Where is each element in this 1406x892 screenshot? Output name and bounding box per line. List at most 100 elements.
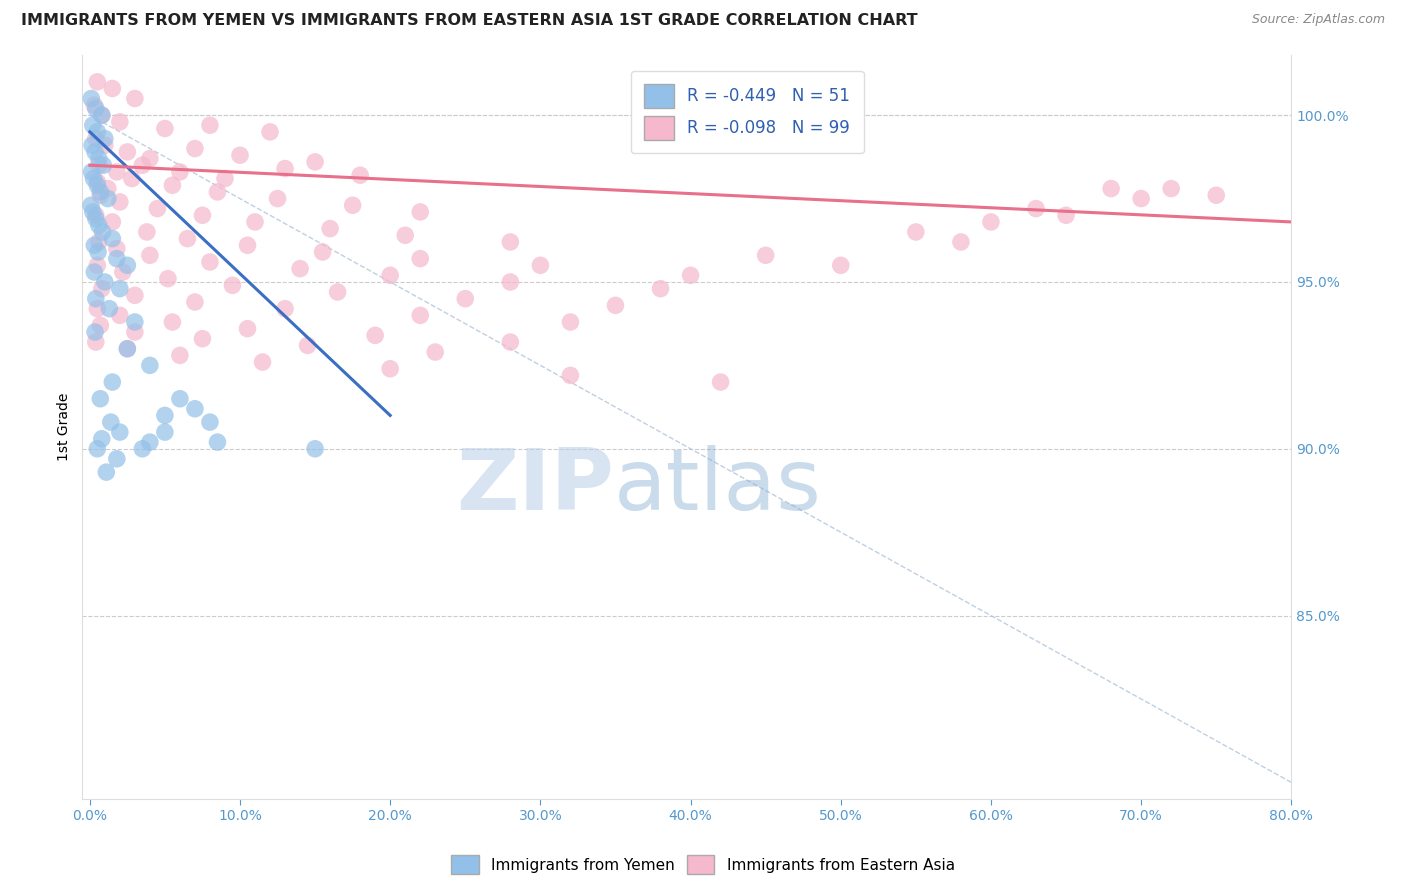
Point xyxy=(83,265,105,279)
Point xyxy=(89,392,111,406)
Point xyxy=(169,165,191,179)
Point xyxy=(124,325,146,339)
Point xyxy=(101,215,124,229)
Point xyxy=(1205,188,1227,202)
Point xyxy=(86,175,108,189)
Point xyxy=(80,165,103,179)
Point xyxy=(86,75,108,89)
Point xyxy=(499,275,522,289)
Legend: R = -0.449   N = 51, R = -0.098   N = 99: R = -0.449 N = 51, R = -0.098 N = 99 xyxy=(631,70,863,153)
Point xyxy=(80,198,103,212)
Point xyxy=(191,208,214,222)
Point xyxy=(139,248,162,262)
Point xyxy=(560,368,582,383)
Point xyxy=(274,301,297,316)
Point xyxy=(84,292,107,306)
Point xyxy=(87,219,110,233)
Point xyxy=(499,334,522,349)
Point xyxy=(266,192,288,206)
Point xyxy=(84,145,107,159)
Point xyxy=(198,255,221,269)
Point xyxy=(156,271,179,285)
Point xyxy=(214,171,236,186)
Point xyxy=(139,152,162,166)
Point xyxy=(124,91,146,105)
Point xyxy=(139,359,162,373)
Point xyxy=(1130,192,1153,206)
Legend: Immigrants from Yemen, Immigrants from Eastern Asia: Immigrants from Yemen, Immigrants from E… xyxy=(446,849,960,880)
Point xyxy=(304,442,326,456)
Point xyxy=(94,138,117,153)
Point xyxy=(529,258,551,272)
Point xyxy=(108,115,131,129)
Point xyxy=(89,185,111,199)
Point xyxy=(221,278,243,293)
Point xyxy=(86,178,108,193)
Point xyxy=(380,361,402,376)
Point xyxy=(86,442,108,456)
Point xyxy=(84,208,107,222)
Y-axis label: 1st Grade: 1st Grade xyxy=(58,392,72,461)
Point xyxy=(83,171,105,186)
Point xyxy=(297,338,319,352)
Point xyxy=(380,268,402,283)
Point xyxy=(86,258,108,272)
Point xyxy=(499,235,522,249)
Point xyxy=(87,158,110,172)
Point xyxy=(153,409,176,423)
Point xyxy=(131,442,153,456)
Point xyxy=(117,342,139,356)
Point xyxy=(176,232,198,246)
Point xyxy=(84,334,107,349)
Point xyxy=(364,328,387,343)
Point xyxy=(710,375,733,389)
Point xyxy=(349,168,371,182)
Point xyxy=(207,435,229,450)
Point xyxy=(162,315,184,329)
Point xyxy=(121,171,143,186)
Point xyxy=(560,315,582,329)
Point xyxy=(980,215,1002,229)
Point xyxy=(198,415,221,429)
Point xyxy=(97,181,120,195)
Point xyxy=(111,265,134,279)
Point xyxy=(101,81,124,95)
Point xyxy=(184,295,207,310)
Point xyxy=(87,152,110,166)
Point xyxy=(84,131,107,145)
Point xyxy=(90,108,112,122)
Point xyxy=(311,244,333,259)
Point xyxy=(153,121,176,136)
Point xyxy=(80,91,103,105)
Point xyxy=(252,355,274,369)
Point xyxy=(117,145,139,159)
Point xyxy=(98,301,121,316)
Point xyxy=(169,392,191,406)
Point xyxy=(91,158,114,172)
Point xyxy=(326,285,349,299)
Point xyxy=(454,292,477,306)
Point xyxy=(108,425,131,439)
Point xyxy=(184,142,207,156)
Point xyxy=(108,282,131,296)
Point xyxy=(1160,181,1182,195)
Point xyxy=(105,165,128,179)
Point xyxy=(82,205,104,219)
Text: atlas: atlas xyxy=(614,445,823,528)
Point xyxy=(139,435,162,450)
Point xyxy=(135,225,157,239)
Point xyxy=(409,252,432,266)
Point xyxy=(82,118,104,132)
Point xyxy=(124,288,146,302)
Point xyxy=(124,315,146,329)
Point xyxy=(288,261,311,276)
Point xyxy=(101,375,124,389)
Point xyxy=(904,225,927,239)
Point xyxy=(83,98,105,112)
Point xyxy=(90,282,112,296)
Point xyxy=(86,301,108,316)
Point xyxy=(84,211,107,226)
Point xyxy=(84,325,107,339)
Point xyxy=(94,131,117,145)
Point xyxy=(105,252,128,266)
